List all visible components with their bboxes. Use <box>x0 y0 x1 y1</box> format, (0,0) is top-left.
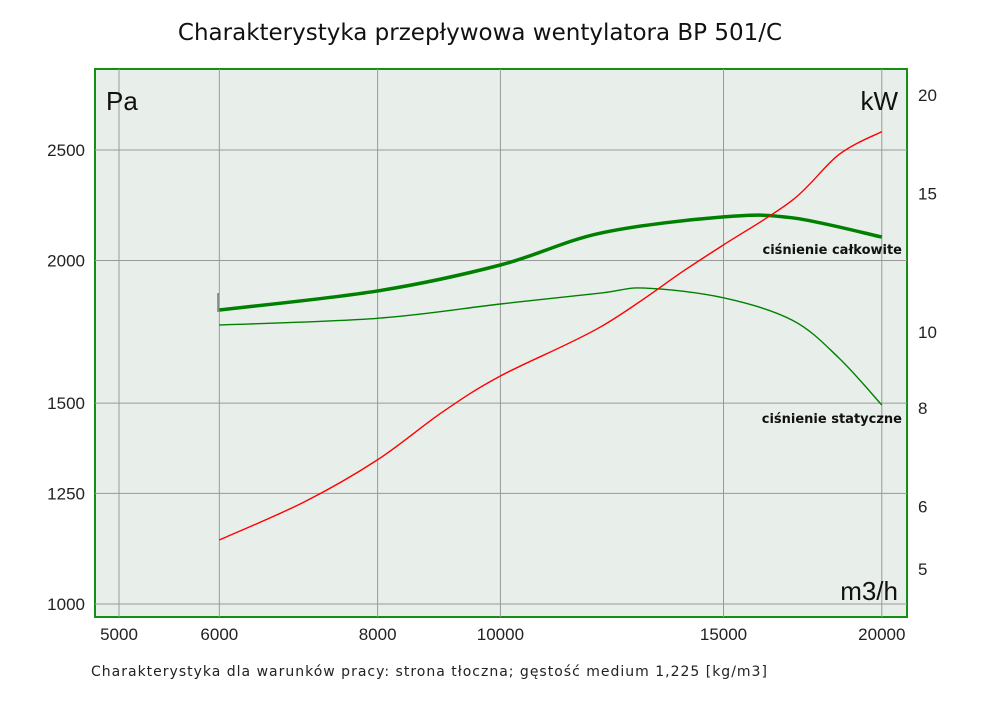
plot-area <box>94 68 908 618</box>
y2-tick-label: 10 <box>918 323 937 342</box>
grid <box>95 69 907 617</box>
y2-tick-label: 5 <box>918 560 927 579</box>
series-line-2 <box>219 130 883 541</box>
label-static-pressure: ciśnienie statyczne <box>762 412 902 427</box>
y-tick-label: 2000 <box>47 252 85 271</box>
label-total-pressure: ciśnienie całkowite <box>762 243 902 258</box>
y2-tick-label: 15 <box>918 184 937 203</box>
tick-labels: 5000 6000 8000 10000 15000 20000 1000 1250 1500 2… <box>47 86 937 644</box>
y-tick-label: 2500 <box>47 141 85 160</box>
y-tick-label: 1000 <box>47 595 85 614</box>
footnote: Charakterystyka dla warunków pracy: stro… <box>91 664 768 680</box>
x-tick-label: 6000 <box>200 625 238 644</box>
y-axis-unit: Pa <box>106 86 138 116</box>
y2-axis-unit: kW <box>860 86 898 116</box>
y2-tick-label: 20 <box>918 86 937 105</box>
x-tick-label: 5000 <box>100 625 138 644</box>
x-tick-label: 8000 <box>359 625 397 644</box>
series-line-0 <box>219 213 883 312</box>
y-tick-label: 1500 <box>47 394 85 413</box>
y2-tick-label: 8 <box>918 399 927 418</box>
x-tick-label: 10000 <box>477 625 524 644</box>
series-line-1 <box>219 287 883 406</box>
x-tick-label: 20000 <box>858 625 905 644</box>
x-tick-label: 15000 <box>700 625 747 644</box>
series-lines <box>219 130 883 541</box>
y2-tick-label: 6 <box>918 498 927 517</box>
x-axis-unit: m3/h <box>840 576 898 606</box>
y-tick-label: 1250 <box>47 484 85 503</box>
chart-title: Charakterystyka przepływowa wentylatora … <box>178 20 782 46</box>
